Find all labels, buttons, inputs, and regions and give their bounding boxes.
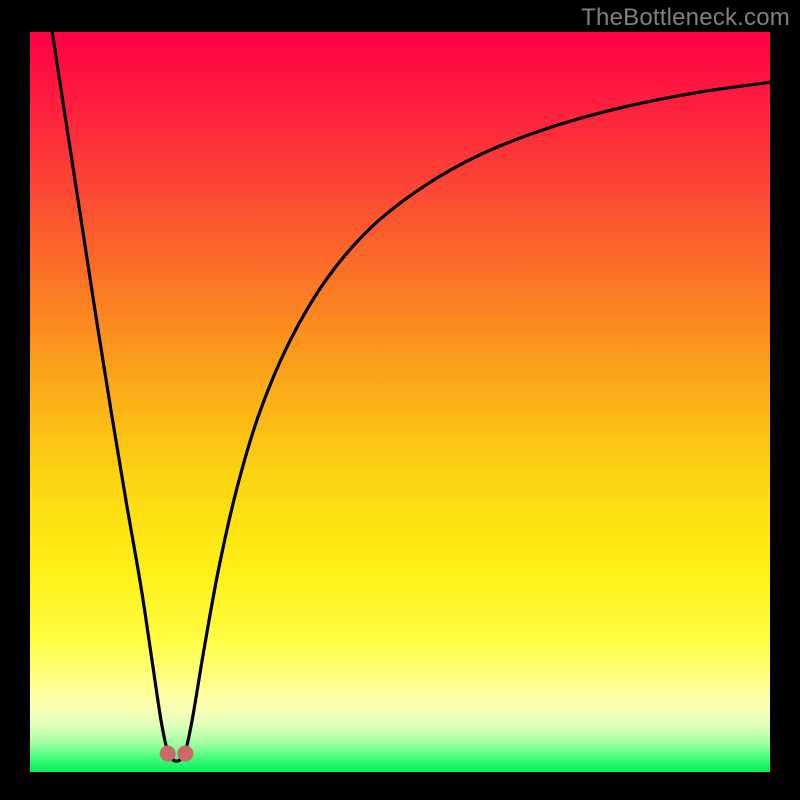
plot-area [30,32,770,772]
gradient-background [30,32,770,772]
chart-root: TheBottleneck.com [0,0,800,800]
curve-min-marker-0 [160,746,176,762]
watermark-text: TheBottleneck.com [581,6,790,30]
plot-svg [30,32,770,772]
curve-min-marker-1 [177,746,193,762]
